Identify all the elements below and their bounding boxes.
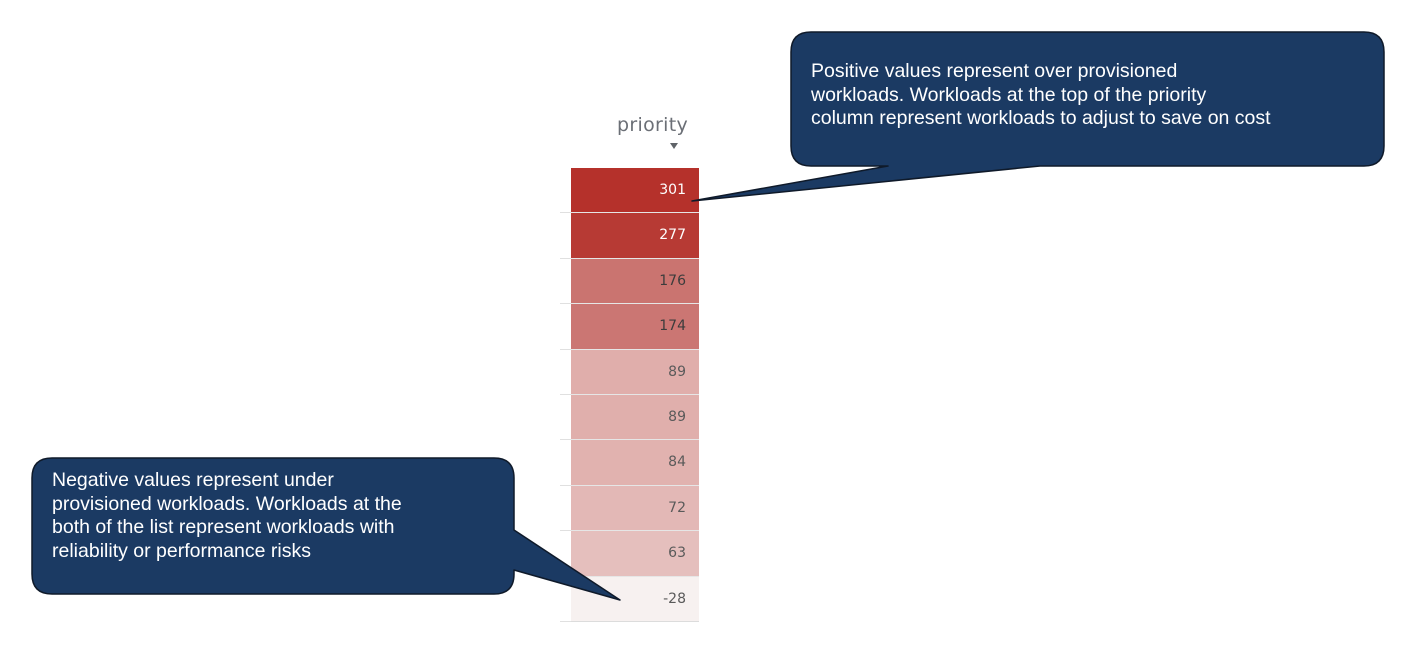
callout-top-text: Positive values represent over provision… [811,60,1271,129]
priority-cell: 277 [560,213,699,259]
priority-cell: 72 [560,485,699,532]
row-divider [560,212,571,214]
row-divider [560,348,571,350]
row-divider [560,484,571,486]
priority-value: 301 [659,182,686,198]
row-divider [560,257,571,259]
priority-value: 72 [668,499,686,516]
priority-cell: 84 [560,440,699,486]
row-divider [560,620,571,622]
priority-value: 176 [659,272,686,289]
priority-column-header[interactable]: priority [617,114,688,136]
priority-cell: 301 [560,168,699,214]
row-divider [560,439,571,441]
row-divider [560,393,571,395]
priority-value: 63 [668,545,686,562]
priority-cell: 89 [560,394,699,441]
priority-value: 277 [659,227,686,244]
priority-cell: 63 [560,531,699,577]
priority-value: -28 [663,590,686,607]
priority-cell: -28 [560,576,699,622]
sort-descending-icon[interactable] [670,143,678,149]
callout-bottom-text: Negative values represent under provisio… [52,469,402,562]
priority-cell: 176 [560,258,699,305]
row-divider [560,530,571,532]
priority-value: 174 [659,318,686,335]
priority-cell: 89 [560,349,699,395]
row-divider [560,575,571,577]
row-divider [560,303,571,305]
priority-value: 89 [668,363,686,380]
priority-values: 301 277 176 174 89 89 84 72 63 -28 [560,168,699,622]
priority-value: 84 [668,454,686,471]
priority-cell: 174 [560,304,699,350]
priority-value: 89 [668,408,686,425]
